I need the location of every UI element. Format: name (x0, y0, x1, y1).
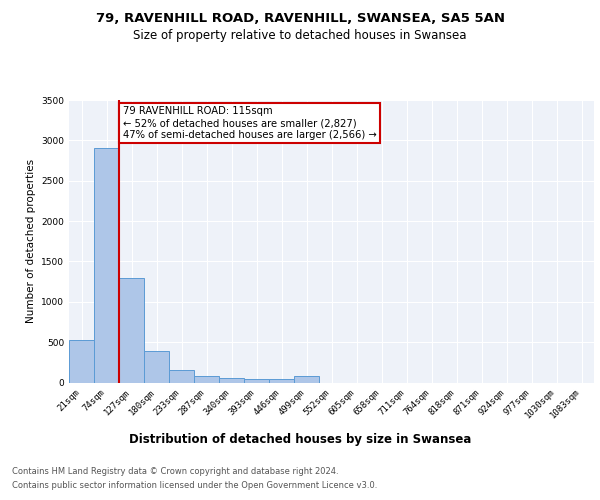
Text: Size of property relative to detached houses in Swansea: Size of property relative to detached ho… (133, 28, 467, 42)
Text: 79 RAVENHILL ROAD: 115sqm
← 52% of detached houses are smaller (2,827)
47% of se: 79 RAVENHILL ROAD: 115sqm ← 52% of detac… (123, 106, 377, 140)
Text: Contains HM Land Registry data © Crown copyright and database right 2024.: Contains HM Land Registry data © Crown c… (12, 468, 338, 476)
Bar (194, 376, 219, 382)
Text: 79, RAVENHILL ROAD, RAVENHILL, SWANSEA, SA5 5AN: 79, RAVENHILL ROAD, RAVENHILL, SWANSEA, … (95, 12, 505, 26)
Bar (119, 278, 144, 382)
Bar (69, 340, 94, 382)
Bar (294, 376, 319, 382)
Text: Distribution of detached houses by size in Swansea: Distribution of detached houses by size … (129, 432, 471, 446)
Y-axis label: Number of detached properties: Number of detached properties (26, 159, 35, 324)
Bar (244, 379, 269, 382)
Bar (219, 378, 244, 382)
Text: Contains public sector information licensed under the Open Government Licence v3: Contains public sector information licen… (12, 481, 377, 490)
Bar (144, 351, 169, 382)
Bar (94, 148, 119, 382)
Bar (269, 380, 294, 382)
Bar (169, 370, 194, 382)
